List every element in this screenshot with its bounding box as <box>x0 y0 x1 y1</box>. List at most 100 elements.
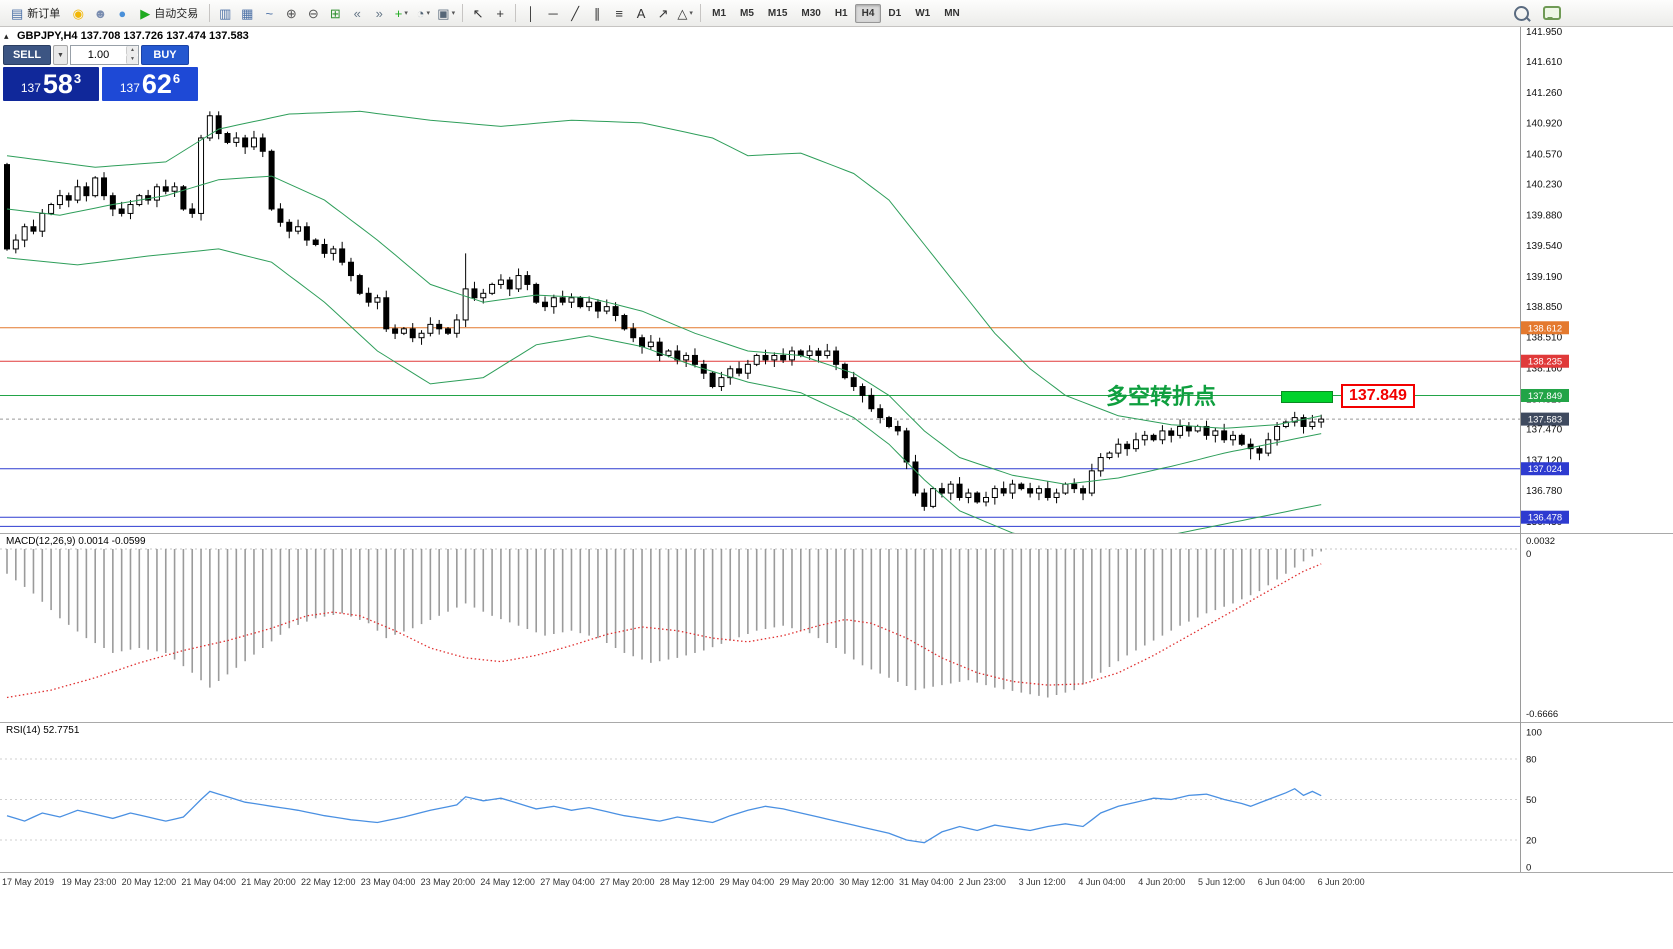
volume-down-button[interactable]: ▼ <box>126 55 138 64</box>
timeframe-m15[interactable]: M15 <box>761 4 794 23</box>
templates-icon: ▣ <box>437 5 450 21</box>
candle-body <box>612 306 619 317</box>
zoom-out-button[interactable]: ⊖ <box>302 3 324 23</box>
community-icon: ● <box>118 5 127 21</box>
lightbulb-button[interactable]: ◉ <box>67 3 89 23</box>
candle-body <box>815 350 822 356</box>
annotation-price-label[interactable]: 137.849 <box>1341 384 1415 408</box>
timeframe-d1[interactable]: D1 <box>881 4 908 23</box>
candle-body <box>21 226 28 241</box>
date-label: 3 Jun 12:00 <box>1018 877 1066 887</box>
sell-button[interactable]: SELL <box>3 45 51 65</box>
profile-icon: ☻ <box>93 5 108 21</box>
candle-body <box>224 133 231 143</box>
tile-windows-button[interactable]: ⊞ <box>324 3 346 23</box>
candle-body <box>639 337 646 348</box>
candle-body <box>1159 430 1166 441</box>
trade-options-dropdown[interactable]: ▼ <box>53 45 68 65</box>
date-label: 27 May 20:00 <box>600 877 655 887</box>
timeframe-m1[interactable]: M1 <box>705 4 733 23</box>
crosshair-button[interactable]: + <box>489 3 511 23</box>
zoom-in-button[interactable]: ⊕ <box>280 3 302 23</box>
candle-body <box>118 208 125 214</box>
shapes-button[interactable]: △ ▾ <box>674 3 696 23</box>
autotrading-icon: ▶ <box>140 5 151 21</box>
candle-body <box>603 306 610 312</box>
candle-body <box>930 488 937 507</box>
rsi-panel[interactable]: 100 80 50 20 0 <box>0 722 1673 872</box>
community-button[interactable]: ● <box>111 3 133 23</box>
bar-chart-button[interactable]: ▥ <box>214 3 236 23</box>
new-order-button[interactable]: ▤ 新订单 <box>4 3 67 23</box>
text-tool-button[interactable]: A <box>630 3 652 23</box>
candle-body <box>780 354 787 361</box>
annotation-text[interactable]: 多空转折点 <box>1106 384 1217 409</box>
channel-button[interactable]: ∥ <box>586 3 608 23</box>
candle-body <box>788 350 795 361</box>
chat-button[interactable] <box>1540 3 1564 23</box>
timeframe-m30[interactable]: M30 <box>794 4 827 23</box>
candle-body <box>153 186 160 201</box>
arrows-tool-button[interactable]: ↗ <box>652 3 674 23</box>
cursor-button[interactable]: ↖ <box>467 3 489 23</box>
timeframe-m5[interactable]: M5 <box>733 4 761 23</box>
candle-body <box>1009 483 1016 494</box>
candle-body <box>1318 418 1325 423</box>
candle-body <box>665 350 672 356</box>
candle-body <box>312 239 319 245</box>
macd-panel[interactable]: 0.0032 0 -0.6666 <box>0 533 1673 722</box>
candle-body <box>1035 488 1042 494</box>
candle-body <box>647 341 654 348</box>
rsi-axis-label: 80 <box>1526 755 1537 766</box>
candle-body <box>30 226 37 232</box>
fibonacci-button[interactable]: ≡ <box>608 3 630 23</box>
volume-up-button[interactable]: ▲ <box>126 46 138 55</box>
timeframe-h1[interactable]: H1 <box>828 4 855 23</box>
chart-shift-button[interactable]: » <box>368 3 390 23</box>
annotation-rectangle[interactable] <box>1281 391 1333 403</box>
price-chart[interactable]: 141.950 141.610 141.260 140.920 140.570 140.2… <box>0 27 1673 533</box>
autotrading-button[interactable]: ▶ 自动交易 <box>133 3 205 23</box>
date-label: 29 May 04:00 <box>719 877 775 887</box>
profile-button[interactable]: ☻ <box>89 3 111 23</box>
candle-body <box>1212 430 1219 436</box>
one-click-collapse-icon[interactable]: ▴ <box>4 31 9 41</box>
auto-scroll-button[interactable]: « <box>346 3 368 23</box>
timeframe-w1[interactable]: W1 <box>908 4 937 23</box>
sell-price[interactable]: 137 58 3 <box>3 67 99 101</box>
trendline-button[interactable]: ╱ <box>564 3 586 23</box>
candle-body <box>39 212 46 232</box>
indicators-button[interactable]: + ▾ <box>390 3 412 23</box>
candle-body <box>727 368 734 379</box>
periods-button[interactable]: ◔ ▾ <box>412 3 434 23</box>
templates-button[interactable]: ▣ ▾ <box>434 3 458 23</box>
date-label: 6 Jun 04:00 <box>1257 877 1305 887</box>
price-tick-label: 140.230 <box>1526 180 1563 191</box>
candle-body <box>947 483 954 494</box>
timeframe-h4[interactable]: H4 <box>854 3 882 23</box>
candle-body <box>886 417 892 427</box>
candle-body <box>1071 483 1078 490</box>
buy-price[interactable]: 137 62 6 <box>102 67 198 101</box>
symbol-ohlc-label: GBPJPY,H4 137.708 137.726 137.474 137.58… <box>17 30 249 42</box>
timeframe-mn[interactable]: MN <box>937 4 967 23</box>
candle-body <box>127 204 134 214</box>
candle-body <box>550 297 557 308</box>
candle-body <box>1177 425 1184 436</box>
candle-body <box>938 488 945 494</box>
volume-input[interactable] <box>71 46 126 64</box>
candle-body <box>542 301 549 308</box>
candlestick-chart-button[interactable]: ▦ <box>236 3 258 23</box>
vertical-line-button[interactable]: │ <box>520 3 542 23</box>
search-button[interactable] <box>1510 3 1532 23</box>
rsi-line <box>6 787 1322 844</box>
new-order-icon: ▤ <box>11 5 24 21</box>
candle-body <box>533 283 540 303</box>
candle-body <box>74 186 81 201</box>
current-price-badge-label: 137.583 <box>1528 415 1562 426</box>
horizontal-line-button[interactable]: ─ <box>542 3 564 23</box>
candle-body <box>1062 483 1069 494</box>
buy-button[interactable]: BUY <box>141 45 189 65</box>
level-lines-layer <box>0 327 1520 527</box>
line-chart-button[interactable]: ~ <box>258 3 280 23</box>
